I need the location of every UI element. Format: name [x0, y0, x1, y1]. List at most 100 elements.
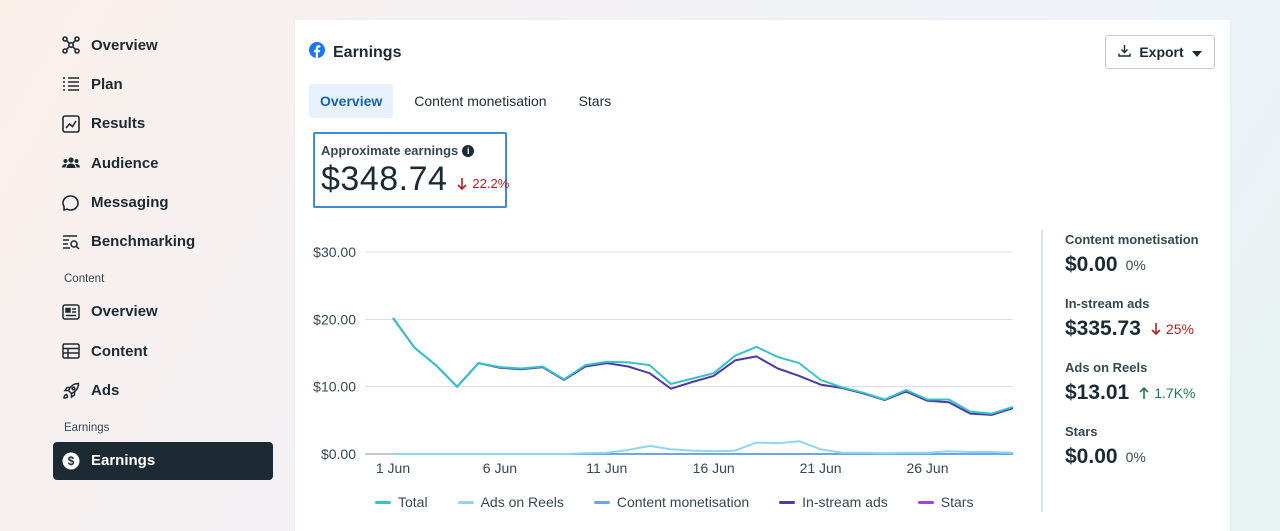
tab-stars[interactable]: Stars: [578, 93, 612, 109]
x-tick-label: 6 Jun: [483, 460, 517, 476]
y-tick-label: $30.00: [313, 244, 356, 260]
legend-swatch: [457, 500, 474, 504]
sidebar-item-label: Audience: [91, 154, 159, 172]
kpi-value: $348.74: [321, 160, 448, 198]
trend-chart-icon: [61, 114, 81, 134]
legend-item-ads-on-reels[interactable]: Ads on Reels: [457, 494, 564, 510]
x-tick-label: 26 Jun: [906, 460, 948, 476]
x-tick-label: 21 Jun: [800, 460, 842, 476]
export-button[interactable]: Export: [1105, 35, 1215, 69]
sidebar-item-results[interactable]: Results: [53, 105, 273, 143]
caret-down-icon: [1191, 44, 1202, 60]
section-title-content: Content: [64, 272, 105, 285]
sidebar-item-label: Ads: [91, 382, 120, 400]
stat-name: Ads on Reels: [1065, 360, 1148, 375]
sidebar-item-overview[interactable]: Overview: [53, 26, 273, 64]
stat-name: In-stream ads: [1065, 296, 1150, 311]
legend-label: Ads on Reels: [480, 494, 564, 510]
legend-item-in-stream-ads[interactable]: In-stream ads: [779, 494, 888, 510]
earnings-breakdown: Content monetisation $0.00 0% In-stream …: [1065, 232, 1199, 488]
card-header: Earnings: [309, 42, 401, 63]
sidebar-item-label: Messaging: [91, 194, 169, 212]
legend-label: Content monetisation: [616, 494, 750, 510]
stat-amount: $13.01: [1065, 381, 1130, 404]
kpi-label: Approximate earnings: [321, 143, 459, 158]
benchmark-search-icon: [61, 232, 81, 252]
x-tick-label: 16 Jun: [693, 460, 735, 476]
sidebar-item-label: Overview: [91, 303, 158, 321]
legend-swatch: [779, 500, 796, 504]
kpi-delta-value: 22.2%: [472, 176, 510, 191]
y-tick-label: $20.00: [313, 311, 356, 327]
legend-swatch: [375, 500, 391, 504]
sidebar-item-benchmarking[interactable]: Benchmarking: [53, 223, 273, 261]
arrow-up-icon: [1139, 387, 1149, 399]
stat-ads-on-reels: Ads on Reels $13.01 1.7K%: [1065, 360, 1199, 424]
stat-amount: $0.00: [1065, 445, 1118, 468]
download-icon: [1118, 44, 1132, 60]
tab-bar: Overview Content monetisation Stars: [309, 84, 632, 118]
sidebar-item-label: Plan: [91, 75, 123, 93]
sidebar: Overview Plan Results Audience Messaging…: [53, 26, 273, 481]
stat-stars: Stars $0.00 0%: [1065, 424, 1199, 488]
y-tick-label: $10.00: [313, 379, 356, 395]
stat-content-monetisation: Content monetisation $0.00 0%: [1065, 232, 1199, 296]
series-line-in-stream-ads: [392, 317, 1014, 416]
legend-swatch: [593, 500, 610, 504]
tab-content-monetisation[interactable]: Content monetisation: [414, 93, 547, 109]
stat-pct: 25%: [1165, 321, 1194, 337]
arrow-down-icon: [1151, 323, 1161, 335]
legend-item-stars[interactable]: Stars: [917, 494, 974, 510]
earnings-line-chart: $30.00 $20.00 $10.00 $0.00 1 Jun 6 Jun 11 Jun 1…: [313, 244, 1014, 476]
card-title: Earnings: [333, 43, 402, 61]
stat-delta: 25%: [1151, 321, 1194, 337]
sidebar-item-label: Benchmarking: [91, 233, 196, 251]
table-icon: [61, 341, 81, 361]
sidebar-item-label: Overview: [91, 36, 158, 54]
sidebar-item-label: Results: [91, 115, 146, 133]
legend-label: Stars: [940, 494, 974, 510]
legend-label: In-stream ads: [802, 494, 888, 510]
x-tick-label: 1 Jun: [376, 460, 410, 476]
sidebar-item-ads[interactable]: Ads: [53, 372, 273, 410]
stat-pct: 0%: [1125, 257, 1146, 273]
dollar-circle-icon: $: [61, 451, 81, 471]
series-line-total: [392, 317, 1014, 415]
info-icon[interactable]: i: [462, 144, 475, 157]
export-label: Export: [1139, 44, 1184, 60]
chart-legend: Total Ads on Reels Content monetisation …: [375, 494, 1003, 510]
tab-overview[interactable]: Overview: [309, 84, 394, 118]
sidebar-item-content[interactable]: Content: [53, 332, 273, 370]
stat-delta: 1.7K%: [1139, 385, 1195, 401]
approximate-earnings-card[interactable]: Approximate earnings i $348.74 22.2%: [313, 132, 509, 208]
overview-network-icon: [61, 35, 81, 55]
sidebar-item-audience[interactable]: Audience: [53, 144, 273, 182]
y-tick-label: $0.00: [321, 446, 356, 462]
stat-in-stream-ads: In-stream ads $335.73 25%: [1065, 296, 1199, 360]
stat-pct: 1.7K%: [1154, 385, 1196, 401]
sidebar-item-plan[interactable]: Plan: [53, 65, 273, 103]
sidebar-item-messaging[interactable]: Messaging: [53, 184, 273, 222]
sidebar-item-earnings[interactable]: $ Earnings: [53, 441, 273, 480]
legend-label: Total: [398, 494, 428, 510]
arrow-down-icon: [457, 177, 467, 190]
rocket-icon: [61, 381, 81, 401]
stat-amount: $335.73: [1065, 317, 1141, 340]
x-tick-label: 11 Jun: [586, 460, 627, 476]
facebook-icon: [309, 42, 325, 63]
stat-name: Stars: [1065, 424, 1098, 439]
section-title-earnings: Earnings: [64, 421, 110, 434]
series-line-ads-on-reels: [393, 440, 1014, 455]
people-icon: [61, 153, 81, 173]
legend-swatch: [917, 500, 934, 504]
sidebar-item-label: Content: [91, 342, 148, 360]
stat-pct: 0%: [1125, 449, 1146, 465]
kpi-delta: 22.2%: [457, 176, 509, 191]
list-icon: [61, 74, 81, 94]
legend-item-content-monetisation[interactable]: Content monetisation: [593, 494, 750, 510]
stat-name: Content monetisation: [1065, 232, 1199, 247]
legend-item-total[interactable]: Total: [375, 494, 428, 510]
sidebar-item-content-overview[interactable]: Overview: [53, 293, 273, 331]
sidebar-item-label: Earnings: [91, 452, 156, 470]
stat-amount: $0.00: [1065, 253, 1118, 276]
